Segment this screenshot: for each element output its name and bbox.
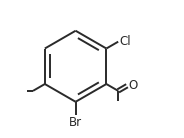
Text: O: O <box>129 79 138 92</box>
Text: Br: Br <box>69 116 82 129</box>
Text: Cl: Cl <box>119 35 130 48</box>
